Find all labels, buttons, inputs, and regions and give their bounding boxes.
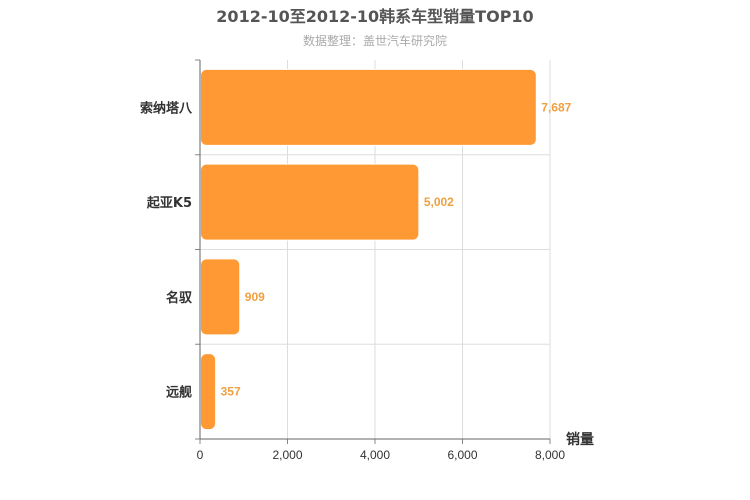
bar — [200, 258, 241, 336]
x-tick-label: 2,000 — [272, 448, 302, 462]
data-label: 7,687 — [541, 100, 571, 114]
data-label: 909 — [245, 290, 265, 304]
category-label: 名驭 — [166, 290, 193, 306]
x-tick-label: 4,000 — [360, 448, 390, 462]
labels: 0 2,000 4,000 6,000 8,000 索纳塔八 7,687 起亚K5 5,002 名… — [140, 100, 572, 462]
x-tick-label: 8,000 — [535, 448, 565, 462]
x-tick-label: 0 — [197, 448, 204, 462]
category-label: 远舰 — [166, 385, 192, 401]
bar — [200, 163, 420, 241]
data-label: 357 — [221, 385, 241, 399]
chart-title: 2012-10至2012-10韩系车型销量TOP10 — [216, 7, 533, 26]
x-tick-label: 6,000 — [447, 448, 477, 462]
chart-subtitle: 数据整理：盖世汽车研究院 — [303, 33, 447, 48]
bars — [200, 68, 537, 431]
bar — [200, 68, 537, 146]
axes — [195, 59, 551, 444]
bar — [200, 353, 217, 431]
category-label: 起亚K5 — [146, 195, 192, 211]
x-axis-title: 销量 — [566, 431, 594, 448]
data-label: 5,002 — [424, 195, 454, 209]
category-label: 索纳塔八 — [140, 100, 193, 116]
